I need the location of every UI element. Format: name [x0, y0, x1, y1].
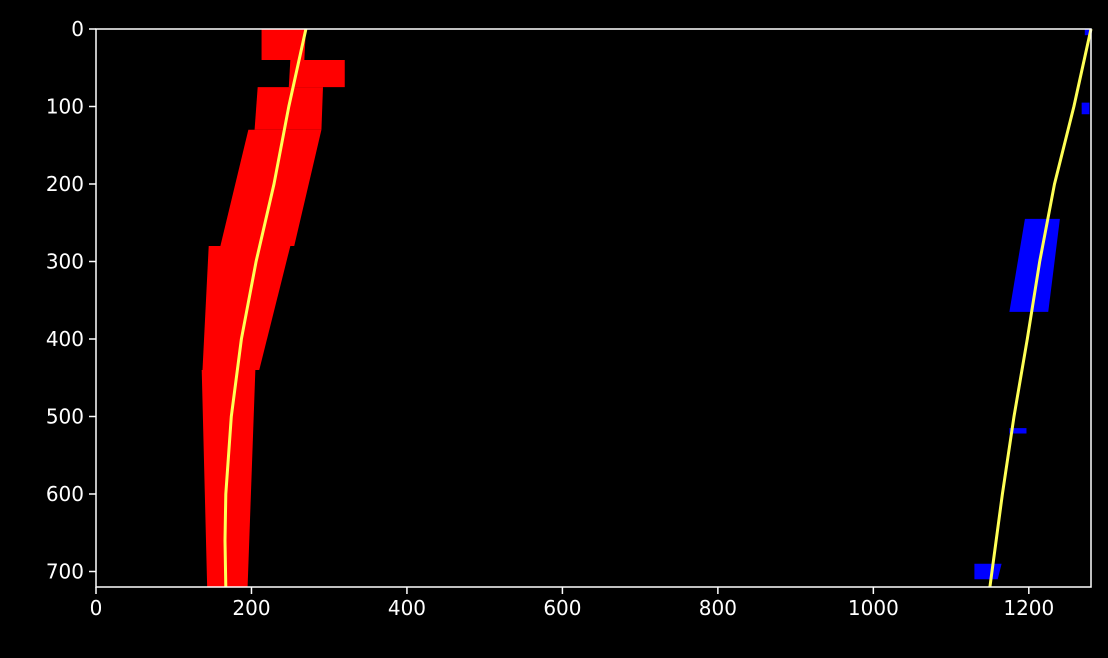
y-tick-label: 700: [46, 560, 84, 584]
axes: 0 200 400 600 800 1000 1200 0 100 200 300 400 500 600…: [46, 17, 1092, 620]
y-tick-label: 400: [46, 327, 84, 351]
right-lane-pixel-region-4: [974, 563, 1002, 580]
x-tick-label: 400: [388, 596, 426, 620]
x-tick-label: 0: [90, 596, 103, 620]
y-tick-label: 100: [46, 95, 84, 119]
x-tick-label: 800: [699, 596, 737, 620]
left-lane-pixel-region-3: [220, 129, 322, 246]
y-tick-label: 300: [46, 250, 84, 274]
left-lane-pixel-region-5: [201, 370, 256, 587]
left-lane-pixel-region-0: [261, 29, 306, 60]
x-tick-label: 200: [232, 596, 270, 620]
y-tick-label: 200: [46, 172, 84, 196]
plot-area: [96, 28, 1093, 588]
right-lane-fit-line: [988, 28, 1093, 588]
y-tick-label: 600: [46, 482, 84, 506]
left-lane-fit-line: [223, 28, 308, 588]
right-lane-pixel-region-0: [1009, 218, 1060, 312]
y-tick-label: 500: [46, 405, 84, 429]
x-tick-label: 600: [543, 596, 581, 620]
left-lane-pixel-region-1: [288, 60, 345, 88]
axes-frame: [95, 28, 1092, 588]
x-tick-label: 1000: [848, 596, 899, 620]
y-tick-label: 0: [71, 17, 84, 41]
x-tick-label: 1200: [1003, 596, 1054, 620]
right-lane-pixel-region-3: [1009, 428, 1027, 434]
right-lane-pixel-region-2: [1081, 102, 1090, 115]
